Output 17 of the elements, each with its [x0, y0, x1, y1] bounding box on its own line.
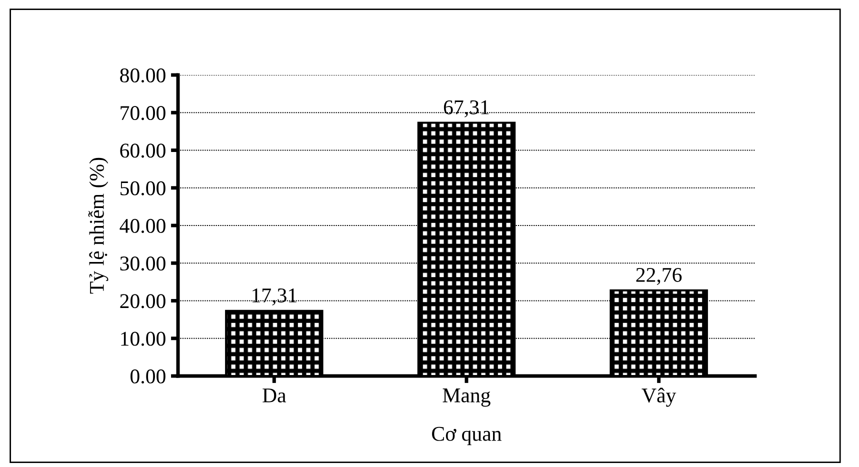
y-tick-label: 20.00 [120, 294, 166, 308]
y-axis-title: Tỷ lệ nhiễm (%) [88, 158, 108, 294]
data-label: 22,76 [636, 268, 682, 285]
data-label: 67,31 [444, 100, 489, 118]
x-tick-label: Vây [642, 388, 676, 407]
y-tick-label: 70.00 [120, 106, 166, 120]
y-tick-label: 50.00 [120, 181, 166, 196]
x-tick-label: Mang [442, 388, 490, 407]
x-axis-title: Cơ quan [432, 426, 502, 446]
y-tick-label: 80.00 [120, 68, 166, 83]
y-tick-label: 0.00 [130, 369, 166, 384]
data-label: 17,31 [252, 288, 296, 306]
y-tick-label: 30.00 [120, 256, 166, 271]
y-tick-label: 10.00 [121, 332, 166, 346]
x-tick-label: Da [262, 388, 286, 402]
y-tick-label: 60.00 [120, 144, 166, 158]
y-tick-label: 40.00 [120, 218, 166, 234]
